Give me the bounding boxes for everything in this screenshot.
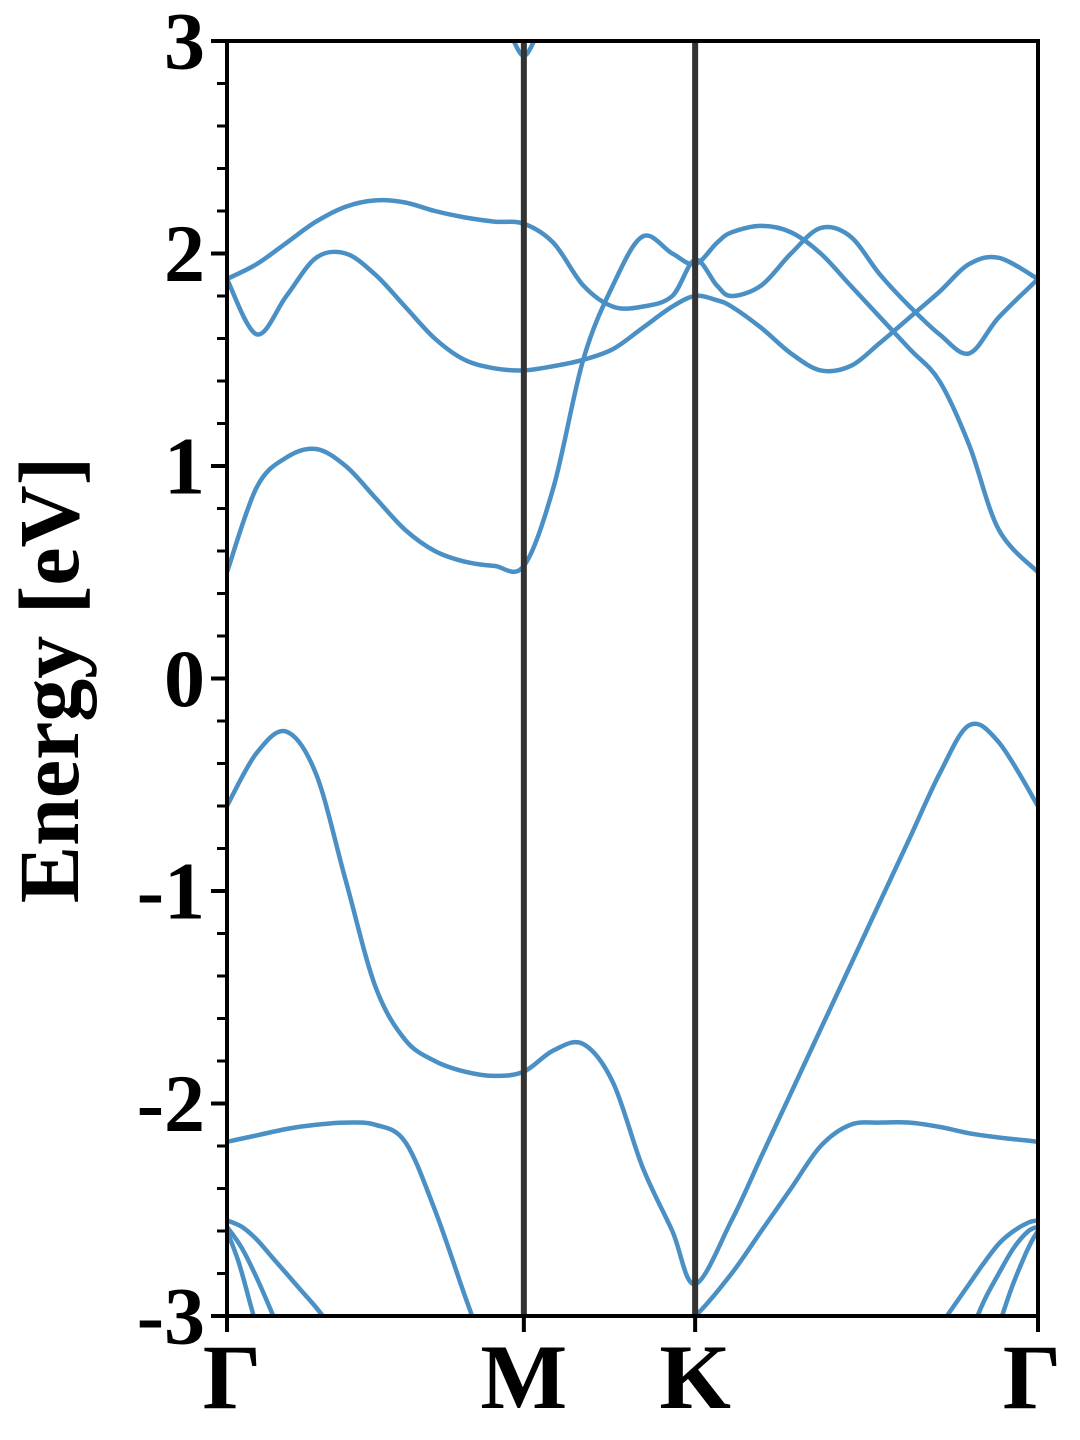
y-axis-ticks: -3 -2 -1 0 1 2 3 [137,0,227,1362]
y-tick-label: -3 [137,1271,205,1362]
band-line-11 [999,1228,1038,1316]
band-line-8 [227,1228,257,1316]
y-tick-label: 3 [164,0,205,87]
x-tick-label: K [659,1326,731,1428]
band-line-6 [227,1218,326,1316]
high-symmetry-lines [520,41,699,1316]
band-line-4 [227,249,1038,374]
x-tick-label: Γ [1003,1326,1062,1428]
band-line-2 [227,721,1038,1287]
y-tick-label: -1 [137,846,205,937]
band-lines [227,41,1038,1316]
band-line-9 [944,1218,1038,1316]
band-line-5 [227,197,1038,356]
band-line-10 [975,1224,1038,1316]
y-axis-label: Energy [eV] [1,457,97,904]
y-tick-label: 2 [164,208,205,299]
band-line-1 [227,1119,1038,1316]
x-tick-label: Γ [203,1326,262,1428]
band-line-3 [227,223,1038,575]
y-tick-label: 0 [164,633,205,724]
y-tick-label: -2 [137,1058,205,1149]
x-tick-label: M [480,1326,567,1428]
band-line-7 [227,1224,276,1316]
y-tick-label: 1 [164,421,205,512]
